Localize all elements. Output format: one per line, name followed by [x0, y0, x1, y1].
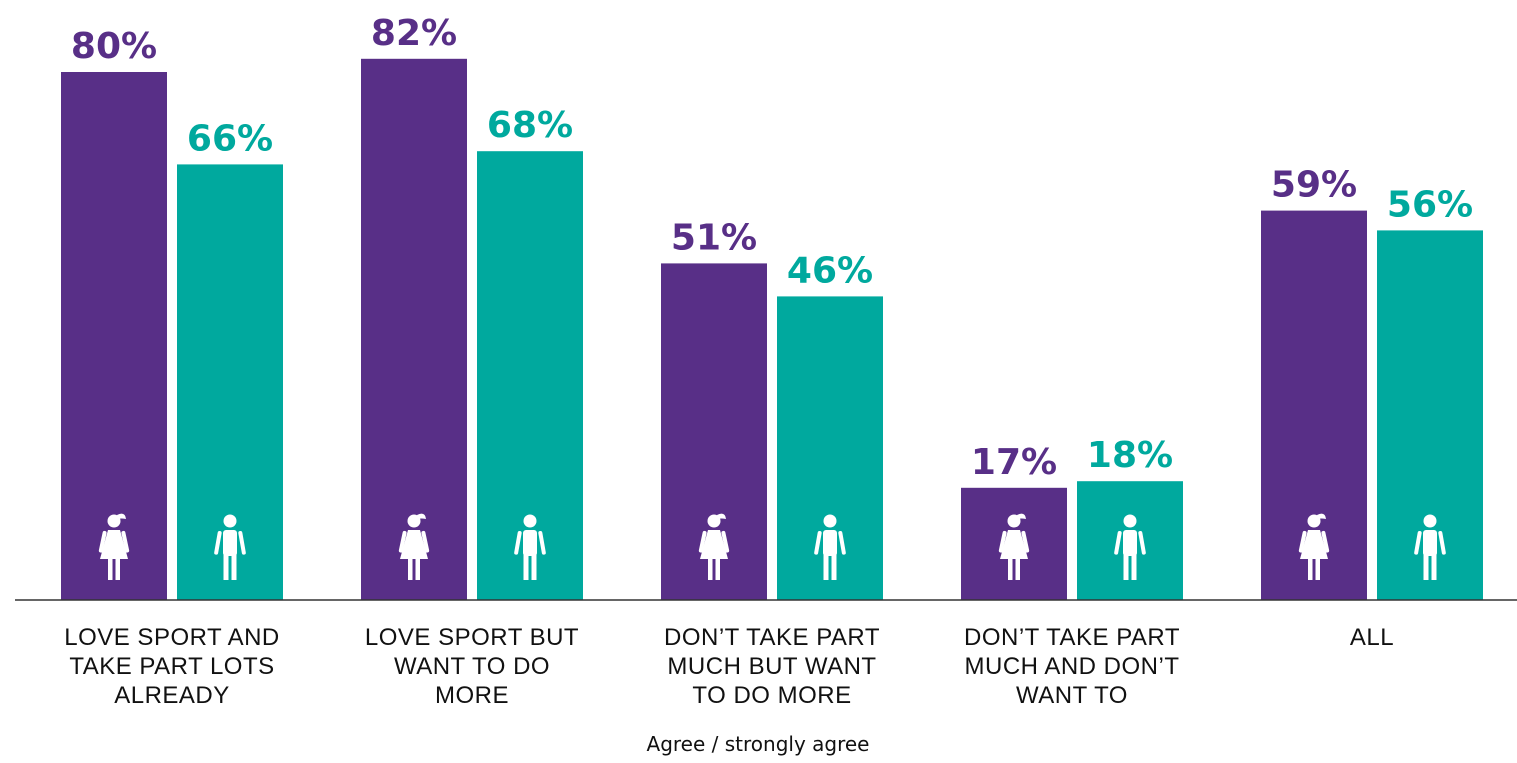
boy-icon: [514, 514, 546, 580]
boy-icon: [1114, 514, 1146, 580]
data-label-boy-1: 68%: [487, 105, 573, 146]
data-label-girl-4: 59%: [1271, 165, 1357, 206]
data-label-girl-1: 82%: [371, 13, 457, 54]
data-label-girl-0: 80%: [71, 26, 157, 67]
boy-icon: [214, 514, 246, 580]
category-label-0: LOVE SPORT AND TAKE PART LOTS ALREADY: [64, 624, 280, 709]
category-label-2: DON’T TAKE PART MUCH BUT WANT TO DO MORE: [664, 624, 880, 709]
boy-icon: [1414, 514, 1446, 580]
bars-layer: 80% 66% 82% 68% 51% 46% 17% 18% 59% 56%: [61, 13, 1483, 601]
bar-girl-1: [361, 58, 467, 601]
boy-icon: [814, 514, 846, 580]
data-label-boy-3: 18%: [1087, 435, 1173, 476]
data-label-boy-4: 56%: [1387, 184, 1473, 225]
girl-icon: [998, 513, 1030, 580]
category-label-4: ALL: [1350, 624, 1394, 651]
category-label-1: LOVE SPORT BUT WANT TO DO MORE: [365, 624, 579, 709]
category-labels: LOVE SPORT AND TAKE PART LOTS ALREADY LOVE …: [64, 624, 1394, 709]
category-label-3: DON’T TAKE PART MUCH AND DON’T WANT TO: [964, 624, 1180, 709]
data-label-girl-2: 51%: [671, 217, 757, 258]
x-axis-title: Agree / strongly agree: [647, 732, 870, 756]
girl-icon: [98, 513, 130, 580]
girl-icon: [398, 513, 430, 580]
girl-icon: [1298, 513, 1330, 580]
bar-girl-0: [61, 72, 167, 600]
data-label-boy-2: 46%: [787, 250, 873, 291]
data-label-boy-0: 66%: [187, 118, 273, 159]
girl-icon: [698, 513, 730, 580]
data-label-girl-3: 17%: [971, 442, 1057, 483]
